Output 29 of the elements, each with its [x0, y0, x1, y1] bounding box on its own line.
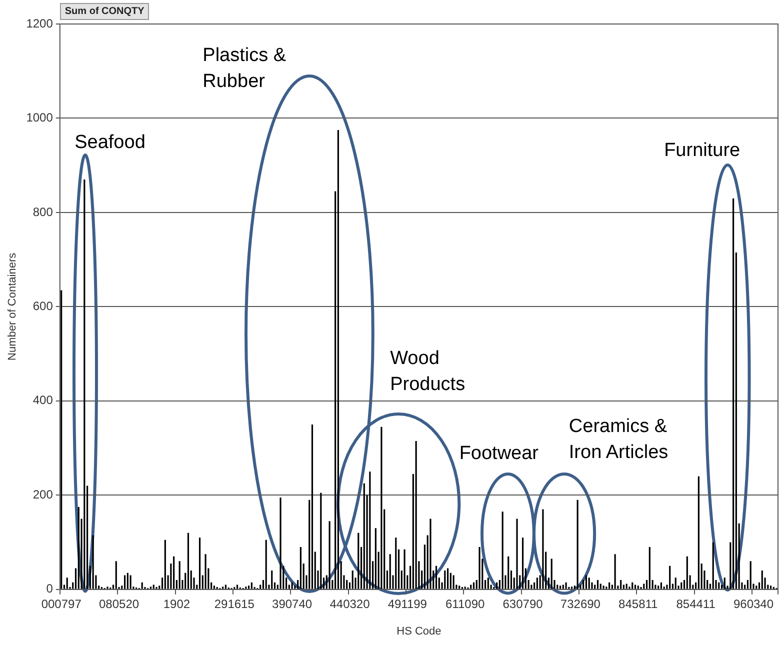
- x-tick-label: 630790: [502, 596, 544, 611]
- x-tick-label: 960340: [733, 596, 774, 611]
- annotation: Plastics & Rubber: [202, 44, 288, 94]
- annotation: Furniture: [664, 139, 740, 164]
- text: Sum of CONQTY: [60, 3, 150, 20]
- x-tick-label: 080520: [98, 596, 140, 611]
- y-tick-label: 400: [32, 393, 54, 408]
- x-tick-label: 1902: [163, 596, 190, 611]
- x-tick-label: 000797: [41, 596, 82, 611]
- x-axis-title: HS Code: [396, 625, 442, 638]
- annotation: Ceramics & Iron Articles: [568, 414, 670, 465]
- x-tick-label: 854411: [676, 596, 716, 611]
- annotation: Footwear: [459, 442, 539, 466]
- annotation: Seafood: [74, 131, 146, 155]
- x-tick-label: 611090: [446, 596, 485, 611]
- x-tick-label: 732690: [560, 596, 601, 611]
- y-tick-label: 600: [32, 299, 54, 314]
- annotation: Wood Products: [390, 347, 466, 398]
- x-tick-label: 291615: [214, 596, 255, 611]
- y-tick-label: 0: [46, 582, 54, 596]
- x-tick-label: 845811: [618, 596, 658, 611]
- x-tick-label: 491199: [388, 596, 428, 611]
- y-tick-label: 1200: [26, 16, 54, 30]
- x-tick-label: 390740: [272, 596, 312, 611]
- x-tick-label: 440320: [330, 596, 370, 611]
- y-tick-label: 200: [32, 487, 54, 502]
- y-tick-label: 800: [32, 204, 54, 219]
- y-axis-title: Number of Containers: [6, 252, 19, 361]
- y-tick-label: 1000: [26, 110, 54, 125]
